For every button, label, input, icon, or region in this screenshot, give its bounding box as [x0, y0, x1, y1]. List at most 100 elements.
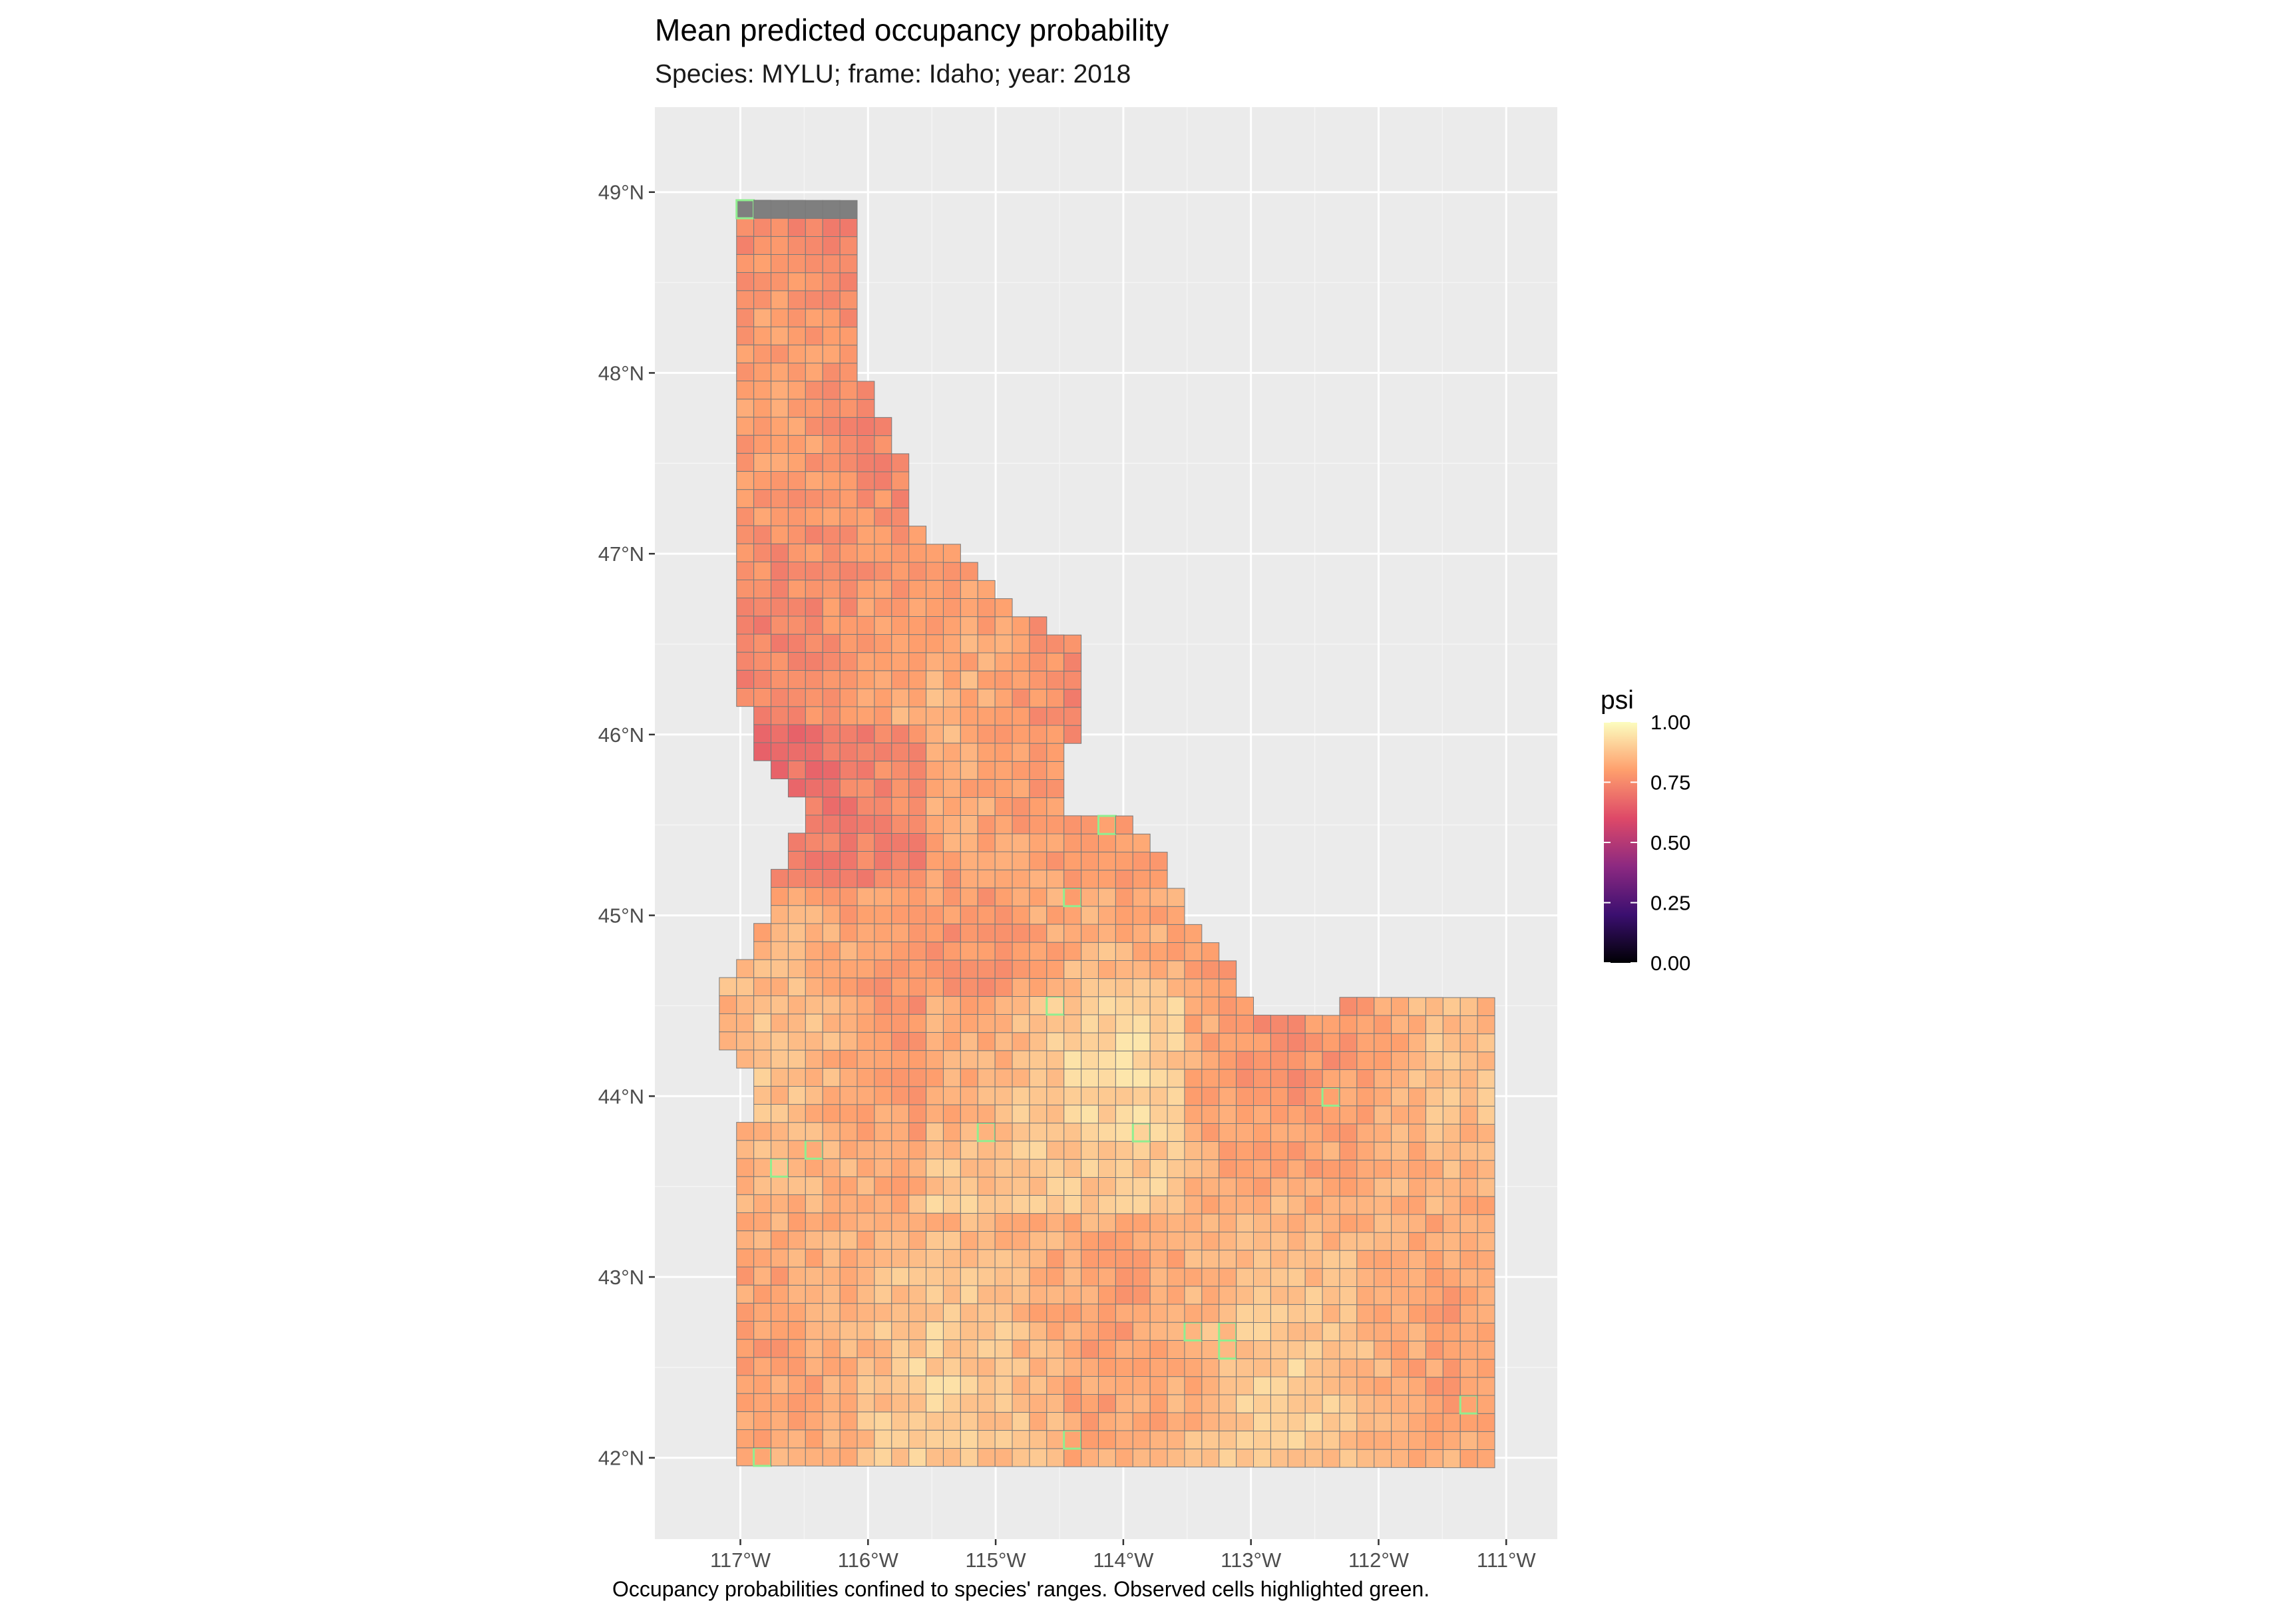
grid-cell	[926, 978, 944, 997]
grid-cell	[1063, 924, 1082, 943]
grid-cell	[926, 833, 944, 852]
grid-cell	[805, 363, 823, 382]
chart-subtitle: Species: MYLU; frame: Idaho; year: 2018	[655, 60, 1131, 89]
grid-cell	[1029, 1340, 1048, 1359]
grid-cell	[1012, 1104, 1030, 1124]
grid-cell	[1442, 1051, 1461, 1071]
grid-cell	[874, 1158, 892, 1178]
grid-cell	[1253, 1322, 1271, 1342]
grid-cell	[1391, 1159, 1410, 1179]
grid-cell	[1132, 1050, 1151, 1070]
grid-cell	[857, 1176, 875, 1196]
grid-cell	[1356, 1159, 1375, 1178]
grid-cell	[771, 507, 789, 526]
grid-cell	[1287, 1340, 1306, 1359]
grid-cell	[1270, 1250, 1288, 1269]
grid-cell	[1149, 1322, 1168, 1341]
grid-cell	[736, 489, 755, 508]
grid-cell	[1442, 1268, 1461, 1288]
grid-cell	[874, 941, 892, 961]
grid-cell	[736, 362, 755, 382]
grid-cell	[1304, 1051, 1323, 1070]
grid-cell	[1356, 1286, 1375, 1306]
grid-cell	[1029, 1159, 1048, 1178]
grid-cell	[1287, 1358, 1306, 1377]
grid-cell	[977, 833, 996, 852]
grid-cell	[874, 887, 892, 906]
grid-cell	[753, 724, 772, 743]
grid-cell	[960, 815, 978, 834]
grid-cell	[1219, 1358, 1237, 1377]
grid-cell	[908, 616, 927, 635]
grid-cell	[822, 978, 841, 997]
grid-cell	[1236, 1449, 1254, 1468]
grid-cell	[1012, 634, 1030, 653]
grid-cell	[908, 1212, 927, 1232]
grid-cell	[857, 814, 875, 834]
grid-cell	[1219, 1051, 1237, 1070]
grid-cell	[994, 797, 1013, 816]
grid-cell	[787, 1321, 806, 1340]
grid-cell	[926, 887, 944, 906]
grid-cell	[977, 652, 996, 671]
grid-cell	[1459, 1286, 1478, 1306]
grid-cell	[839, 453, 858, 472]
grid-cell	[1374, 1159, 1392, 1179]
grid-cell	[1356, 997, 1375, 1016]
grid-cell	[1184, 1069, 1203, 1088]
grid-cell	[787, 1411, 806, 1431]
grid-cell	[787, 905, 806, 924]
grid-cell	[1477, 1377, 1495, 1396]
grid-cell	[1287, 1033, 1306, 1052]
grid-cell	[1236, 1250, 1254, 1269]
grid-cell	[857, 471, 875, 490]
grid-cell	[1356, 1105, 1375, 1125]
grid-cell	[857, 1212, 875, 1232]
grid-cell	[1391, 1322, 1410, 1342]
grid-cell	[839, 345, 858, 364]
grid-cell	[1029, 779, 1048, 799]
grid-cell	[891, 779, 910, 798]
grid-cell	[942, 1321, 961, 1340]
grid-cell	[771, 1049, 789, 1069]
grid-cell	[1063, 689, 1082, 708]
grid-cell	[822, 1176, 841, 1196]
grid-cell	[1442, 1069, 1461, 1089]
grid-cell	[1063, 1032, 1082, 1051]
grid-cell	[753, 218, 772, 237]
grid-cell	[960, 1013, 978, 1033]
grid-cell	[1132, 833, 1151, 853]
grid-cell	[1115, 1123, 1133, 1142]
grid-cell	[1081, 960, 1099, 980]
grid-cell	[736, 1266, 755, 1286]
grid-cell	[1132, 1286, 1151, 1305]
grid-cell	[857, 1086, 875, 1105]
grid-cell	[1391, 1214, 1410, 1233]
grid-cell	[1063, 1195, 1082, 1214]
grid-cell	[1408, 1105, 1426, 1125]
grid-cell	[942, 706, 961, 726]
grid-cell	[1459, 1178, 1478, 1197]
grid-cell	[787, 435, 806, 454]
grid-cell	[1029, 1267, 1048, 1286]
grid-cell	[857, 1303, 875, 1322]
grid-cell	[753, 470, 772, 490]
grid-cell	[960, 1104, 978, 1123]
grid-cell	[857, 688, 875, 707]
grid-cell	[942, 725, 961, 744]
grid-cell	[1339, 1232, 1358, 1251]
grid-cell	[1374, 997, 1392, 1016]
grid-cell	[874, 869, 892, 888]
grid-cell	[1304, 1358, 1323, 1377]
grid-cell	[787, 399, 806, 418]
grid-cell	[926, 1050, 944, 1069]
grid-cell	[822, 254, 841, 273]
grid-cell	[1063, 707, 1082, 726]
grid-cell	[977, 851, 996, 870]
grid-cell	[1253, 1087, 1271, 1106]
grid-cell	[1219, 1069, 1237, 1088]
grid-cell	[1442, 1105, 1461, 1125]
grid-cell	[1408, 1160, 1426, 1179]
grid-cell	[1012, 1068, 1030, 1087]
grid-cell	[1184, 942, 1203, 962]
